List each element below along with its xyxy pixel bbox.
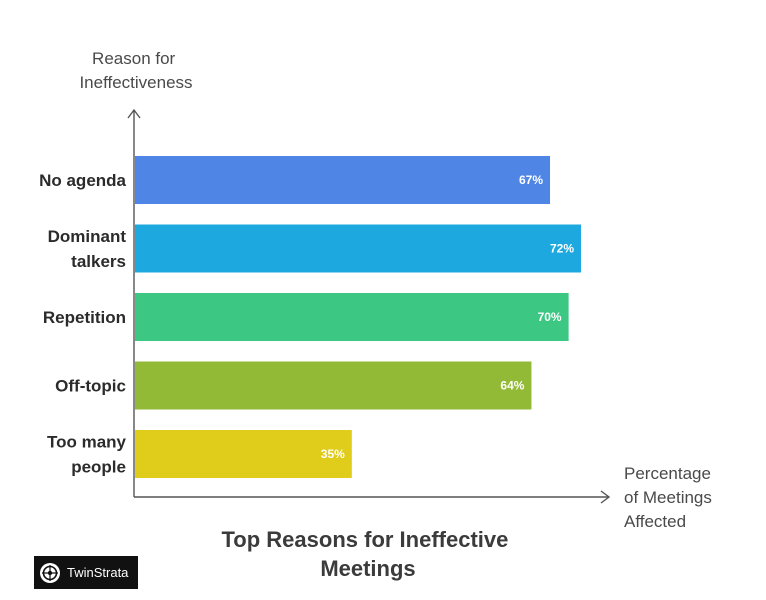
category-label-repetition: Repetition [43,308,126,327]
bar-off-topic [135,361,532,410]
y-axis-label: Reason for Ineffectiveness [79,49,192,92]
brand-logo-icon [40,562,60,583]
category-label-off-topic: Off-topic [55,377,126,396]
bar-value-dominant-talkers: 72% [550,242,574,256]
x-axis-label: Percentage of Meetings Affected [624,464,717,531]
category-label-no-agenda: No agenda [39,171,126,190]
bar-value-off-topic: 64% [500,379,524,393]
brand-logo: TwinStrata [34,556,138,589]
bar-repetition [135,293,569,341]
bar-too-many-people [135,430,352,478]
category-label-too-many-people: Too many people [47,433,127,477]
bar-value-repetition: 70% [538,310,562,324]
chart-title: Top Reasons for Ineffective Meetings [222,527,515,581]
bar-value-too-many-people: 35% [321,447,345,461]
category-label-dominant-talkers: Dominant talkers [48,227,127,271]
bars-group: 67% No agenda 72% Dominant talkers 70% Repetit… [39,156,581,478]
bar-no-agenda [135,156,551,204]
y-axis-arrow [127,108,141,119]
x-axis-arrow [600,490,611,504]
brand-name: TwinStrata [67,565,129,580]
bar-value-no-agenda: 67% [519,173,543,187]
bar-dominant-talkers [135,224,581,273]
